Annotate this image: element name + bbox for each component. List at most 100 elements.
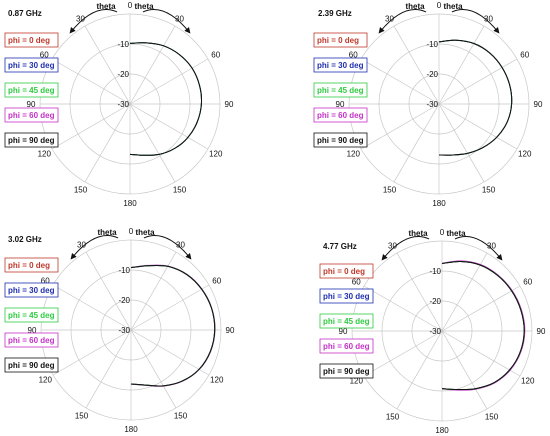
angle-tick-label: 180 xyxy=(124,425,138,434)
legend-box xyxy=(4,57,59,73)
grid-spoke xyxy=(438,103,518,150)
radial-tick-label: -30 xyxy=(426,100,438,109)
grid-spoke xyxy=(130,251,177,331)
legend-label: phi = 90 deg xyxy=(8,361,55,370)
theta-label-right: theta xyxy=(446,229,466,238)
grid-spoke xyxy=(129,103,176,183)
legend-box xyxy=(319,313,374,329)
radial-tick-label: -10 xyxy=(429,267,441,276)
legend-box xyxy=(313,132,368,148)
legend-label: phi = 60 deg xyxy=(323,342,370,351)
angle-tick-label: 60 xyxy=(523,278,532,287)
grid-spoke xyxy=(129,103,209,150)
grid-spoke xyxy=(129,25,176,105)
series-line-phi-60 xyxy=(130,264,216,387)
series-line-phi-45 xyxy=(441,260,525,391)
legend-box xyxy=(4,332,59,348)
grid-spoke xyxy=(363,330,443,377)
grid-spoke xyxy=(85,329,132,409)
angle-tick-label: 30 xyxy=(484,14,493,23)
angle-tick-label: 90 xyxy=(27,100,36,109)
theta-label-right: theta xyxy=(135,228,155,237)
legend-box xyxy=(319,263,374,279)
angle-tick-label: 120 xyxy=(209,150,223,159)
radial-tick-label: -30 xyxy=(429,327,441,336)
angle-tick-label: 150 xyxy=(174,412,188,421)
angle-tick-label: 150 xyxy=(75,412,89,421)
angle-tick-label: 90 xyxy=(336,100,345,109)
series-line-phi-30 xyxy=(130,264,216,387)
legend-box xyxy=(4,257,59,273)
angle-tick-label: 60 xyxy=(40,51,49,60)
angle-tick-label: 30 xyxy=(176,240,185,249)
legend-box xyxy=(4,357,59,373)
grid-spoke xyxy=(438,103,485,183)
series-line-phi-0 xyxy=(129,42,202,156)
legend-label: phi = 90 deg xyxy=(317,136,364,145)
chart-title: 2.39 GHz xyxy=(318,9,352,18)
grid-spoke xyxy=(393,103,440,183)
angle-tick-label: 30 xyxy=(76,14,85,23)
legend-label: phi = 90 deg xyxy=(8,136,55,145)
theta-arrow-right xyxy=(142,8,191,34)
theta-arrow-right xyxy=(451,8,500,34)
radial-tick-label: -10 xyxy=(426,40,438,49)
grid-spoke xyxy=(52,284,132,331)
grid-spoke xyxy=(84,25,131,105)
polar-chart-2: 0 30 60 90 120 150 180 150 120 90 60 30 -10 -20 -30 the… xyxy=(313,1,543,208)
angle-tick-label: 180 xyxy=(432,199,446,208)
angle-tick-label: 120 xyxy=(350,377,364,386)
angle-tick-label: 120 xyxy=(39,376,53,385)
angle-tick-label: 60 xyxy=(212,277,221,286)
angle-tick-label: 30 xyxy=(388,241,397,250)
radial-tick-label: -20 xyxy=(429,297,441,306)
angle-tick-label: 120 xyxy=(521,377,535,386)
polar-chart-4: 0 30 60 90 120 150 180 150 120 90 60 30 -10 -20 -30 the… xyxy=(319,228,546,435)
legend-box xyxy=(319,288,374,304)
radial-tick-label: -30 xyxy=(117,100,129,109)
legend-label: phi = 45 deg xyxy=(8,311,55,320)
grid-spoke xyxy=(438,25,485,105)
polar-chart-1: 0 30 60 90 120 150 180 150 120 90 60 30 -10 -20 -30 the… xyxy=(4,1,234,208)
legend-box xyxy=(319,338,374,354)
angle-tick-label: 30 xyxy=(385,14,394,23)
legend-label: phi = 45 deg xyxy=(8,86,55,95)
angle-tick-label: 60 xyxy=(41,277,50,286)
legend-box xyxy=(4,132,59,148)
legend-label: phi = 60 deg xyxy=(8,336,55,345)
angle-tick-label: 90 xyxy=(537,327,546,336)
legend-box xyxy=(313,57,368,73)
radial-tick-label: -20 xyxy=(426,70,438,79)
angle-tick-label: 120 xyxy=(210,376,224,385)
angle-tick-label: 60 xyxy=(520,51,529,60)
series-line-phi-0 xyxy=(441,260,525,391)
theta-arrow-left xyxy=(70,234,119,260)
series-line-phi-30 xyxy=(441,260,525,391)
grid-spoke xyxy=(129,58,209,105)
legend-label: phi = 45 deg xyxy=(323,317,370,326)
legend-label: phi = 60 deg xyxy=(8,111,55,120)
angle-tick-label: 180 xyxy=(123,199,137,208)
angle-tick-label: 60 xyxy=(211,51,220,60)
grid-spoke xyxy=(85,251,132,331)
grid-spoke xyxy=(363,285,443,332)
angle-tick-label: 150 xyxy=(485,413,499,422)
theta-arrow-right xyxy=(143,234,192,260)
series-line-phi-60 xyxy=(441,260,526,391)
theta-label-right: theta xyxy=(443,2,463,11)
legend-label: phi = 60 deg xyxy=(317,111,364,120)
series-line-phi-90 xyxy=(130,264,216,387)
theta-arrow-left xyxy=(378,8,427,34)
theta-arrow-right xyxy=(454,235,503,261)
series-line-phi-30 xyxy=(129,42,202,156)
angle-tick-label: 0 xyxy=(129,227,134,236)
grid-spoke xyxy=(438,58,518,105)
grid-spoke xyxy=(51,103,131,150)
angle-tick-label: 30 xyxy=(77,240,86,249)
grid-spoke xyxy=(52,329,132,376)
legend-box xyxy=(319,363,374,379)
angle-tick-label: 150 xyxy=(383,186,397,195)
legend-label: phi = 30 deg xyxy=(8,286,55,295)
legend-box xyxy=(313,82,368,98)
